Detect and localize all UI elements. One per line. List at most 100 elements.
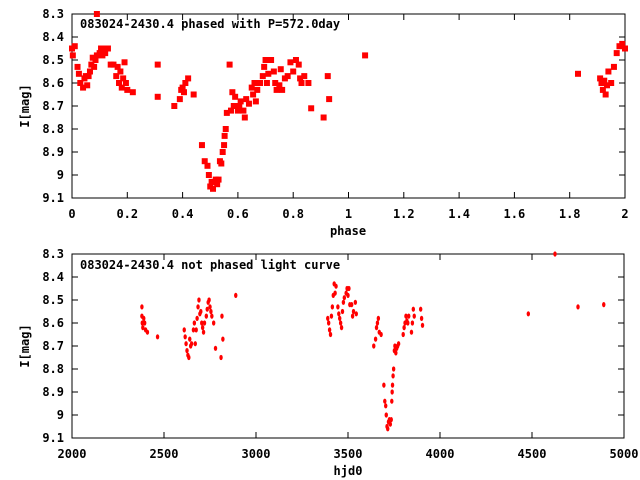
data-point xyxy=(279,86,286,93)
x-tick-label: 0.2 xyxy=(116,207,138,221)
data-point xyxy=(390,382,395,388)
data-point xyxy=(284,73,291,80)
data-point xyxy=(202,320,207,326)
y-tick-label: 8.6 xyxy=(42,316,64,330)
x-tick-label: 2500 xyxy=(150,447,179,461)
data-point xyxy=(218,160,225,167)
data-point xyxy=(574,70,581,77)
data-point xyxy=(234,292,238,298)
data-point xyxy=(230,103,237,109)
data-point xyxy=(199,308,203,315)
data-point xyxy=(154,61,161,68)
x-tick-label: 1.4 xyxy=(448,207,470,221)
data-point xyxy=(388,421,393,427)
data-point xyxy=(330,304,335,310)
x-tick-label: 4500 xyxy=(518,447,547,461)
data-point xyxy=(185,348,189,354)
y-tick-label: 8.9 xyxy=(42,145,64,159)
x-tick-label: 0.6 xyxy=(227,207,249,221)
y-tick-label: 8.3 xyxy=(42,247,64,261)
data-point xyxy=(382,382,386,388)
data-point xyxy=(276,82,283,89)
data-point xyxy=(180,89,187,96)
data-point xyxy=(200,320,204,326)
data-point xyxy=(182,327,186,333)
data-point xyxy=(179,84,186,91)
data-point xyxy=(215,176,222,183)
data-point xyxy=(605,68,612,75)
data-point xyxy=(124,86,131,93)
data-point xyxy=(183,334,187,340)
data-point xyxy=(333,290,337,296)
data-point xyxy=(86,68,93,75)
data-point xyxy=(227,107,234,114)
data-point xyxy=(145,329,150,335)
data-point xyxy=(185,75,192,82)
data-point xyxy=(188,336,192,342)
x-tick-label: 1.2 xyxy=(393,207,415,221)
y-tick-label: 9 xyxy=(57,168,64,182)
data-point xyxy=(298,80,305,86)
data-point xyxy=(326,315,330,321)
y-tick-label: 8.9 xyxy=(42,385,64,399)
data-point xyxy=(259,73,266,80)
data-point xyxy=(265,70,272,77)
data-point xyxy=(599,86,606,93)
data-point xyxy=(326,320,331,326)
data-point xyxy=(209,308,213,315)
data-point xyxy=(184,341,188,347)
chart-title: 083024-2430.4 phased with P=572.0day xyxy=(80,17,340,31)
data-point xyxy=(190,91,197,98)
chart-title: 083024-2430.4 not phased light curve xyxy=(80,258,340,272)
data-point xyxy=(613,50,620,57)
data-point xyxy=(211,320,216,326)
x-tick-label: 4000 xyxy=(426,447,455,461)
data-point xyxy=(404,313,408,319)
y-tick-label: 8.4 xyxy=(42,30,64,44)
data-point xyxy=(201,158,208,165)
data-point xyxy=(261,63,268,70)
y-tick-label: 8.5 xyxy=(42,53,64,67)
data-point xyxy=(100,45,107,52)
data-point xyxy=(243,96,250,103)
data-point xyxy=(113,73,120,80)
data-point xyxy=(213,345,218,351)
data-point xyxy=(205,306,209,312)
x-axis-label: hjd0 xyxy=(334,464,363,478)
data-point xyxy=(334,283,338,289)
data-point xyxy=(297,75,304,82)
x-tick-label: 3500 xyxy=(334,447,363,461)
data-point xyxy=(384,412,388,418)
x-tick-label: 3000 xyxy=(242,447,271,461)
data-point xyxy=(193,341,197,347)
data-point xyxy=(222,126,229,132)
x-tick-label: 0 xyxy=(68,207,75,221)
data-point xyxy=(337,311,341,317)
data-point xyxy=(402,325,406,331)
data-point xyxy=(84,82,91,89)
data-point xyxy=(207,297,211,303)
data-point xyxy=(320,114,327,121)
data-point xyxy=(237,98,244,105)
data-point xyxy=(85,73,92,80)
data-point xyxy=(396,341,401,347)
data-point xyxy=(391,366,396,372)
y-tick-label: 8.3 xyxy=(42,7,64,21)
x-tick-label: 1.8 xyxy=(559,207,581,221)
data-point xyxy=(210,185,217,192)
data-point xyxy=(80,84,87,91)
data-point xyxy=(379,331,383,338)
data-point xyxy=(200,325,205,331)
data-point xyxy=(409,329,414,335)
data-point xyxy=(391,373,395,379)
y-tick-label: 9 xyxy=(57,408,64,422)
data-point xyxy=(347,285,351,292)
data-point xyxy=(390,398,394,404)
data-point xyxy=(236,103,243,109)
data-point xyxy=(350,313,355,319)
data-point xyxy=(140,320,144,326)
data-point xyxy=(412,313,416,319)
unphased-light-curve-panel: 083024-2430.4 not phased light curve hjd… xyxy=(18,247,638,478)
y-tick-label: 9.1 xyxy=(42,431,64,445)
